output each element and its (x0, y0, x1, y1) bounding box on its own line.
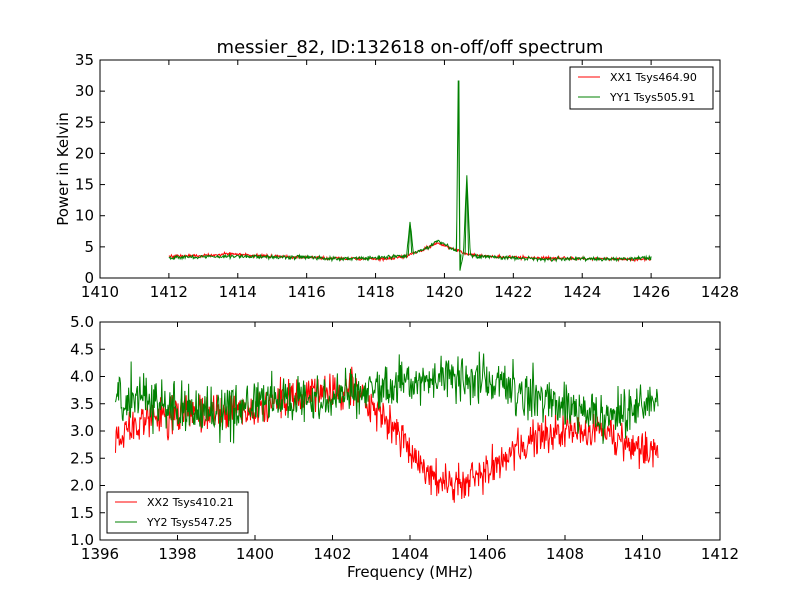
bottom-x-tick-label: 1406 (468, 545, 506, 563)
bottom-y-tick-label: 2.0 (70, 477, 94, 495)
top-x-tick-label: 1418 (356, 283, 394, 301)
bottom-legend-label-1: XX2 Tsys410.21 (147, 496, 234, 509)
bottom-x-tick-label: 1412 (701, 545, 739, 563)
top-legend-box (569, 66, 714, 110)
top-axes-frame (99, 59, 721, 279)
top-y-tick-label: 20 (75, 144, 94, 162)
bottom-y-tick-label: 4.0 (70, 368, 94, 386)
bottom-x-tick-label: 1396 (81, 545, 119, 563)
top-x-tick-label: 1422 (494, 283, 532, 301)
top-x-tick-label: 1416 (288, 283, 326, 301)
top-x-tick-label: 1428 (701, 283, 739, 301)
top-legend: XX1 Tsys464.90 YY1 Tsys505.91 (569, 66, 714, 110)
bottom-legend: XX2 Tsys410.21 YY2 Tsys547.25 (106, 491, 249, 534)
bottom-panel: 1396 1398 1400 1402 1404 1406 1408 1410 1412 1.0 1… (70, 313, 739, 563)
bottom-plot-area: 1396 1398 1400 1402 1404 1406 1408 1410 1412 1.0 1… (70, 313, 739, 563)
top-y-tick-label: 5 (84, 238, 94, 256)
top-plot-area: 1410 1412 1414 1416 1418 1420 1422 1424 1426 1428… (75, 51, 739, 301)
top-y-tick-label: 0 (84, 269, 94, 287)
bottom-legend-label-2: YY2 Tsys547.25 (146, 516, 232, 529)
top-legend-label-1: XX1 Tsys464.90 (610, 71, 697, 84)
top-x-tick-label: 1412 (150, 283, 188, 301)
top-panel: 1410 1412 1414 1416 1418 1420 1422 1424 1426 1428… (75, 51, 739, 301)
bottom-y-tick-label: 2.5 (70, 449, 94, 467)
bottom-series-line-2 (115, 351, 659, 444)
top-x-tick-label: 1426 (632, 283, 670, 301)
top-y-axis-label: Power in Kelvin (54, 112, 72, 226)
top-x-tick-label: 1424 (563, 283, 601, 301)
top-y-tick-label: 30 (75, 82, 94, 100)
bottom-y-tick-label: 1.5 (70, 504, 94, 522)
top-y-tick-label: 10 (75, 207, 94, 225)
bottom-x-axis-label: Frequency (MHz) (347, 563, 473, 581)
top-legend-label-2: YY1 Tsys505.91 (609, 91, 695, 104)
bottom-y-tick-label: 3.0 (70, 422, 94, 440)
bottom-y-tick-label: 3.5 (70, 395, 94, 413)
bottom-x-tick-label: 1400 (236, 545, 274, 563)
top-series-line-2 (168, 80, 652, 271)
top-x-tick-label: 1414 (219, 283, 257, 301)
bottom-x-tick-label: 1408 (546, 545, 584, 563)
top-y-tick-label: 35 (75, 51, 94, 69)
bottom-y-tick-label: 4.5 (70, 340, 94, 358)
bottom-y-tick-label: 5.0 (70, 313, 94, 331)
bottom-x-tick-label: 1410 (623, 545, 661, 563)
bottom-legend-box (106, 491, 249, 534)
top-x-tick-label: 1420 (425, 283, 463, 301)
bottom-x-tick-label: 1398 (158, 545, 196, 563)
bottom-x-tick-label: 1404 (391, 545, 429, 563)
top-x-tick-label: 1410 (81, 283, 119, 301)
bottom-y-tick-label: 1.0 (70, 531, 94, 549)
chart-title: messier_82, ID:132618 on-off/off spectru… (217, 37, 604, 58)
top-y-tick-label: 25 (75, 113, 94, 131)
top-y-tick-label: 15 (75, 176, 94, 194)
bottom-x-tick-label: 1402 (313, 545, 351, 563)
